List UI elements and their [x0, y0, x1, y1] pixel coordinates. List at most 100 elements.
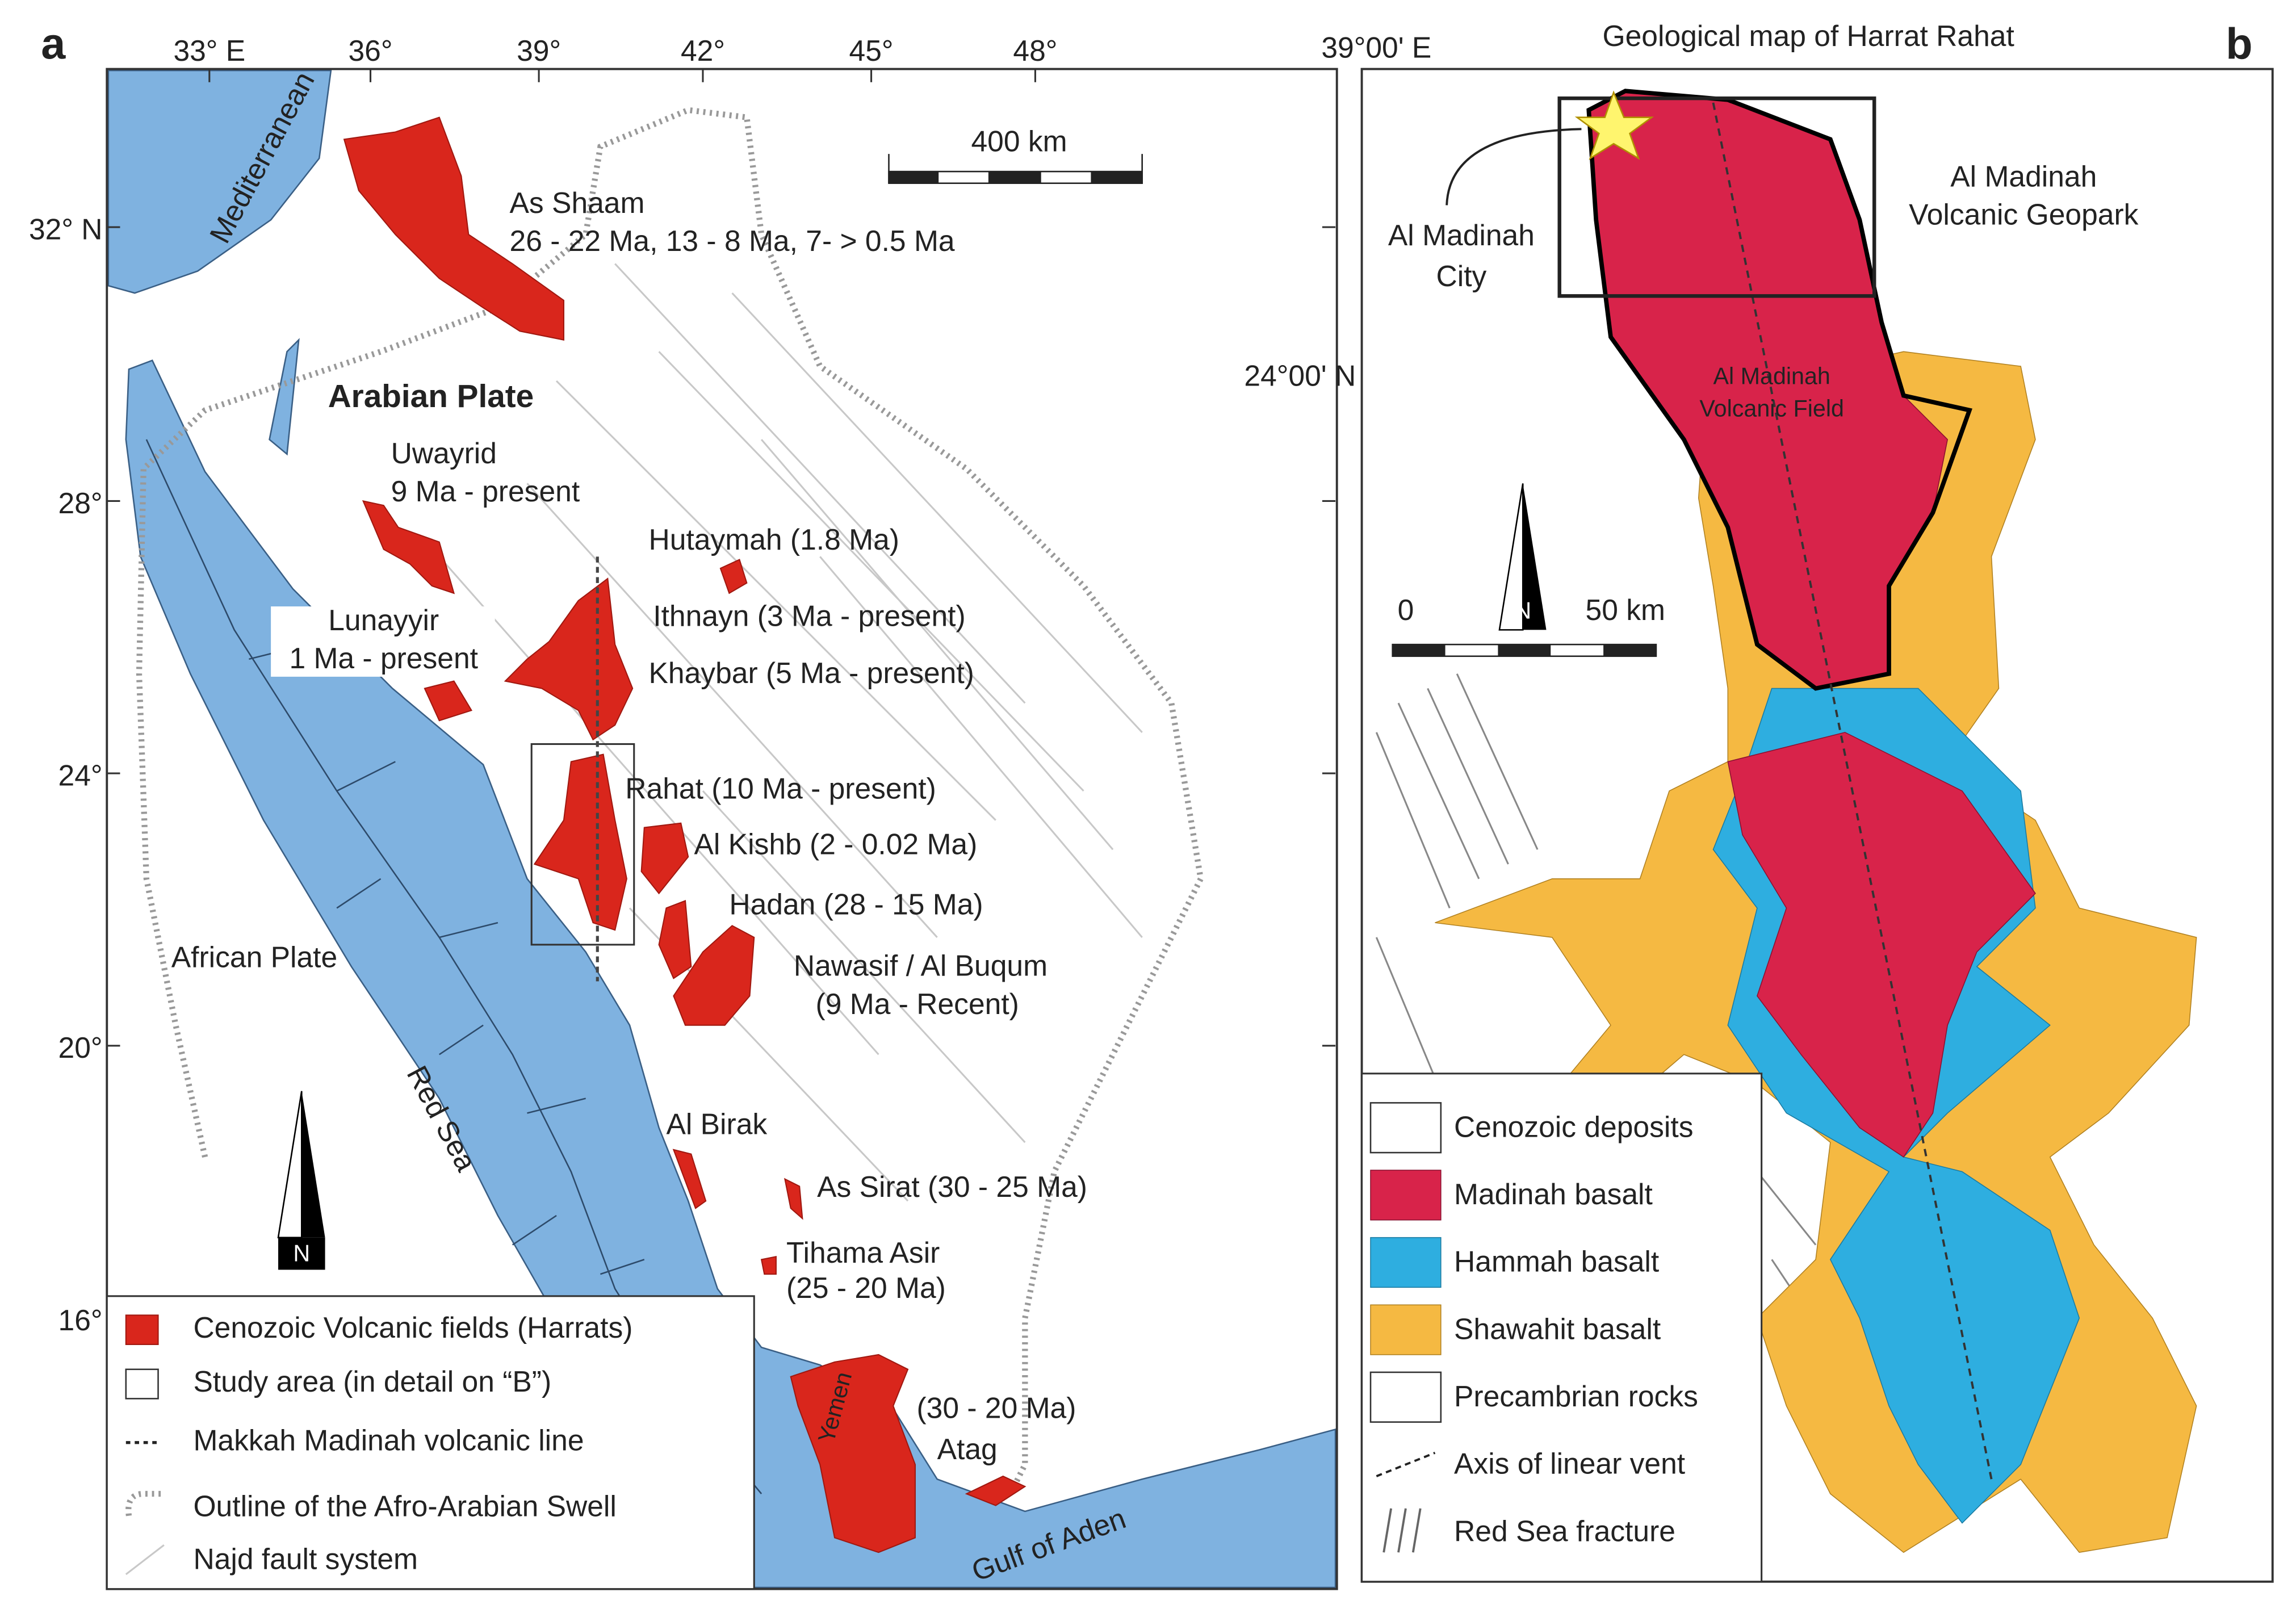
- field-label: Ithnayn (3 Ma - present): [653, 599, 965, 632]
- legend-label: Precambrian rocks: [1454, 1380, 1698, 1413]
- city-star: [1574, 90, 1654, 160]
- lon-label: 39°00' E: [1321, 31, 1431, 64]
- scale-segment: [889, 171, 939, 183]
- legend-swatch: [1369, 1371, 1442, 1423]
- field-label: Uwayrid: [391, 437, 497, 470]
- lat-label: 24°00' N: [1244, 359, 1356, 392]
- lon-label: 33° E: [173, 34, 245, 67]
- field-label: Atag: [937, 1432, 998, 1465]
- scale-bar: 0 50 km: [1392, 593, 1665, 657]
- scale-segment: [1498, 644, 1551, 656]
- scale-segment: [1603, 644, 1656, 656]
- mediterranean-sea: [107, 69, 332, 294]
- lon-label: 48°: [1013, 34, 1057, 67]
- north-label: N: [293, 1241, 310, 1267]
- legend-label: Najd fault system: [193, 1542, 418, 1575]
- field-label: Khaybar (5 Ma - present): [649, 656, 974, 689]
- field-label: Al Birak: [666, 1107, 767, 1140]
- madinah-basalt: [1727, 732, 2036, 1158]
- legend-label: Axis of linear vent: [1454, 1447, 1685, 1480]
- legend-label: Hammah basalt: [1454, 1245, 1659, 1278]
- panel-b: b Geological map of Harrat Rahat 39°00' …: [1244, 19, 2274, 1583]
- field-age: (25 - 20 Ma): [786, 1271, 946, 1304]
- rahat-field: [533, 753, 627, 931]
- gulf-of-aqaba: [269, 338, 300, 456]
- study-area-box: [530, 743, 635, 946]
- legend-label: Madinah basalt: [1454, 1178, 1653, 1210]
- scale-bar: 400 km: [888, 125, 1143, 185]
- field-age: 1 Ma - present: [289, 642, 478, 675]
- atag-field: [965, 1475, 1027, 1506]
- legend-box: [106, 1295, 755, 1590]
- najd-fault: [438, 263, 1143, 1202]
- field-label: Hutaymah (1.8 Ma): [649, 523, 899, 556]
- lat-label: 16°: [58, 1304, 103, 1337]
- vent-axis: [1712, 102, 1993, 1480]
- field-label: As Sirat (30 - 25 Ma): [817, 1170, 1087, 1203]
- field-age: 9 Ma - present: [391, 475, 580, 508]
- al-kishb-field: [640, 822, 689, 895]
- plate-label: Arabian Plate: [328, 379, 534, 414]
- plate-label: African Plate: [171, 940, 337, 973]
- legend-swatch: [125, 1368, 159, 1400]
- geopark-outline: [1586, 89, 1972, 691]
- hutaymah-field: [719, 559, 748, 594]
- lat-label: 28°: [58, 487, 103, 520]
- legend-swatch: [1370, 1170, 1442, 1221]
- legend-label: Study area (in detail on “B”): [193, 1365, 551, 1398]
- legend-swatch: [1369, 1102, 1442, 1154]
- hadan-field: [658, 900, 692, 979]
- legend: Cenozoic deposits Madinah basalt Hammah …: [1360, 1073, 1763, 1583]
- scale-label: 400 km: [971, 125, 1067, 158]
- lon-label: 39°: [517, 34, 561, 67]
- legend-swatch: [1370, 1237, 1442, 1288]
- lon-label: 36°: [349, 34, 393, 67]
- legend-label: Makkah Madinah volcanic line: [193, 1423, 584, 1456]
- lon-label: 45°: [849, 34, 894, 67]
- tihama-field: [760, 1255, 777, 1275]
- afro-arabian-swell: [136, 107, 1204, 1495]
- legend-label: Cenozoic deposits: [1454, 1110, 1693, 1143]
- legend-label: Outline of the Afro-Arabian Swell: [193, 1489, 616, 1522]
- as-sirat-field: [784, 1178, 803, 1220]
- legend-label: Shawahit basalt: [1454, 1312, 1661, 1345]
- panel-label: b: [2226, 19, 2252, 68]
- nawasif-field: [673, 925, 755, 1026]
- legend-swatch: [125, 1544, 165, 1576]
- field-age: (9 Ma - Recent): [816, 987, 1019, 1020]
- field-label: Tihama Asir: [786, 1236, 940, 1269]
- field-label: As Shaam: [510, 186, 645, 219]
- map-title: Geological map of Harrat Rahat: [1603, 19, 2014, 52]
- panel-label: a: [41, 19, 66, 68]
- scale-segment: [1392, 644, 1446, 656]
- place-label: City: [1436, 259, 1487, 292]
- north-label: N: [1514, 597, 1531, 623]
- lat-label: 20°: [58, 1031, 103, 1064]
- field-age: 26 - 22 Ma, 13 - 8 Ma, 7- > 0.5 Ma: [510, 224, 955, 257]
- yemen-field: [790, 1354, 916, 1553]
- place-label: Al Madinah: [1713, 363, 1830, 389]
- map-frame: [1360, 68, 2274, 1583]
- field-label: Hadan (28 - 15 Ma): [729, 887, 983, 920]
- lat-label: 32° N: [29, 212, 103, 245]
- label-background: [271, 606, 495, 677]
- north-arrow-base: [278, 1237, 325, 1270]
- scale-segment: [988, 171, 1041, 183]
- field-age: (30 - 20 Ma): [917, 1392, 1076, 1425]
- legend-swatch: [1376, 1451, 1436, 1477]
- lat-label: 24°: [58, 759, 103, 791]
- lunayyir-field: [424, 680, 473, 722]
- place-label: Al Madinah: [1388, 219, 1535, 252]
- place-label: Volcanic Field: [1699, 395, 1844, 421]
- al-birak-field: [672, 1149, 707, 1209]
- legend-swatch: [125, 1314, 159, 1345]
- legend-label: Red Sea fracture: [1454, 1514, 1675, 1547]
- city-leader: [1446, 128, 1582, 206]
- north-arrow-half: [1498, 483, 1524, 631]
- place-label: Al Madinah: [1950, 160, 2097, 193]
- field-label: Al Kishb (2 - 0.02 Ma): [694, 828, 977, 861]
- khaybar-field: [504, 577, 634, 741]
- place-label: Volcanic Geopark: [1909, 198, 2138, 231]
- field-label: Lunayyir: [328, 604, 439, 636]
- panel-a: a 33° E 36° 39° 42° 45° 48° 32° N 28° 24…: [29, 19, 1338, 1590]
